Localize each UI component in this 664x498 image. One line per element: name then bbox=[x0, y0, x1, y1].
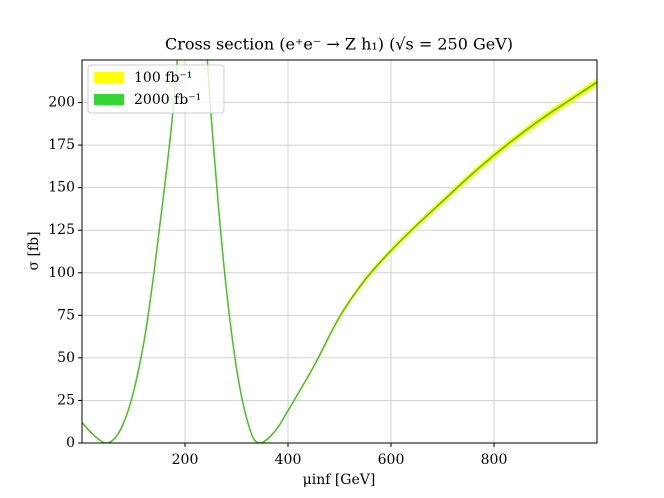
x-tick-label: 400 bbox=[275, 452, 302, 468]
y-axis-label: σ [fb] bbox=[26, 231, 42, 270]
y-tick-label: 200 bbox=[48, 95, 75, 111]
x-tick-label: 800 bbox=[481, 452, 508, 468]
y-tick-label: 150 bbox=[48, 180, 75, 196]
plot-area bbox=[82, 60, 597, 443]
y-tick-label: 0 bbox=[66, 435, 75, 451]
y-tick-label: 100 bbox=[48, 265, 75, 281]
legend-swatch bbox=[94, 94, 124, 105]
cross-section-line bbox=[82, 60, 597, 443]
legend-swatch bbox=[94, 72, 124, 83]
y-tick-label: 50 bbox=[57, 350, 75, 366]
y-tick-label: 175 bbox=[48, 137, 75, 153]
legend-label: 100 fb⁻¹ bbox=[134, 70, 192, 86]
x-axis-label: μinf [GeV] bbox=[303, 472, 376, 488]
chart-title: Cross section (e⁺e⁻ → Z h₁) (√s = 250 Ge… bbox=[165, 35, 513, 54]
legend-label: 2000 fb⁻¹ bbox=[134, 92, 201, 108]
y-tick-label: 75 bbox=[57, 307, 75, 323]
x-tick-label: 600 bbox=[378, 452, 405, 468]
plot-frame bbox=[81, 59, 598, 444]
x-tick-label: 200 bbox=[172, 452, 199, 468]
y-tick-label: 125 bbox=[48, 222, 75, 238]
y-tick-label: 25 bbox=[57, 392, 75, 408]
